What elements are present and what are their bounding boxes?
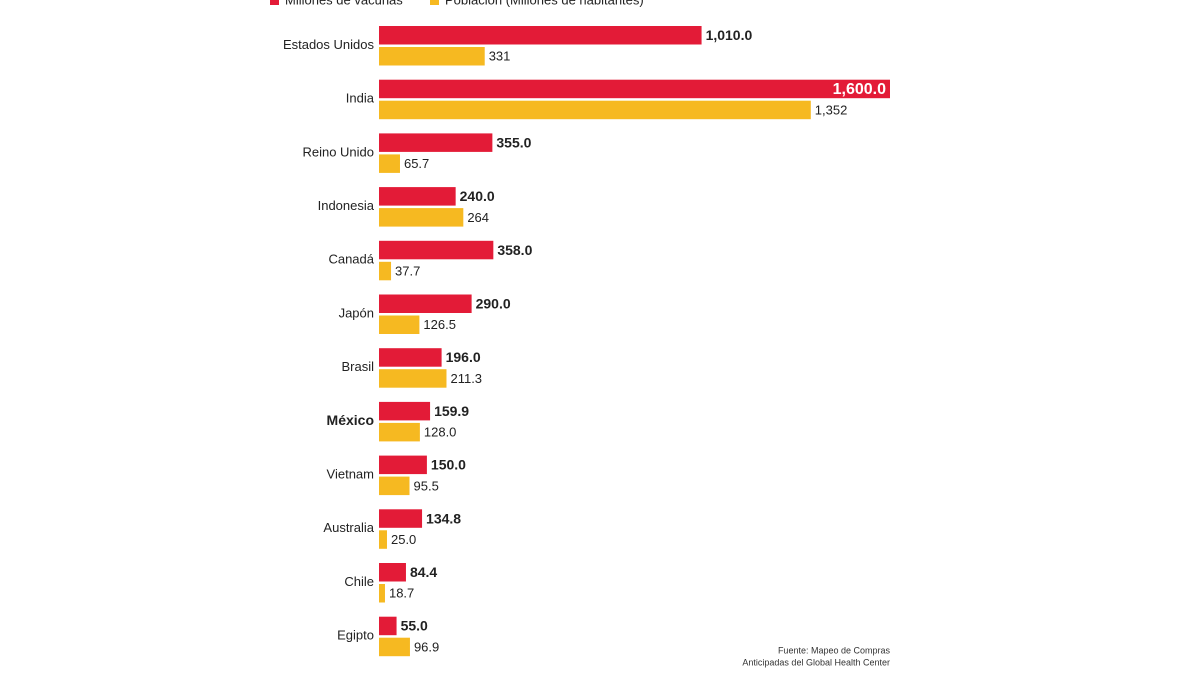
value-label: 331 (489, 49, 511, 64)
bar (379, 584, 385, 603)
bar (379, 348, 442, 367)
value-label: 134.8 (426, 510, 461, 526)
value-label: 1,352 (815, 102, 848, 117)
bar (379, 401, 431, 421)
legend-label: Millones de vacunas (285, 0, 403, 7)
value-label: 240.0 (460, 188, 495, 204)
category-label: Indonesia (318, 198, 375, 213)
category-label: Reino Unido (302, 144, 374, 159)
bar (379, 509, 423, 528)
source: Fuente: Mapeo de Compras (778, 645, 891, 655)
category-label: India (346, 91, 375, 106)
category-label: Egipto (337, 628, 374, 643)
value-label: 290.0 (476, 295, 511, 311)
value-label: 355.0 (496, 134, 531, 150)
bar (379, 133, 493, 152)
bar (379, 455, 427, 475)
category-label: México (327, 412, 374, 428)
category-label: Australia (323, 520, 374, 535)
bar (379, 294, 472, 313)
value-label: 55.0 (401, 618, 428, 634)
category-label: Chile (344, 574, 374, 589)
value-label: 211.3 (450, 371, 482, 386)
bar (379, 100, 811, 120)
value-label: 25.0 (391, 532, 416, 547)
bar (379, 476, 410, 496)
bar (379, 47, 485, 66)
bar (379, 79, 890, 99)
category-label: Estados Unidos (283, 37, 375, 52)
value-label: 84.4 (410, 564, 437, 580)
bar (379, 154, 400, 173)
bar (379, 563, 406, 582)
value-label: 18.7 (389, 586, 414, 601)
legend-swatch (270, 0, 279, 5)
category-label: Vietnam (327, 467, 374, 482)
legend-swatch (430, 0, 439, 5)
bar (379, 240, 494, 260)
value-label: 1,010.0 (706, 27, 753, 43)
category-label: Brasil (341, 359, 374, 374)
bar (379, 369, 447, 388)
value-label: 150.0 (431, 457, 466, 473)
value-label: 37.7 (395, 263, 420, 278)
source: Anticipadas del Global Health Center (742, 657, 890, 667)
bar (379, 422, 420, 442)
legend-label: Población (Millones de habitantes) (445, 0, 644, 7)
value-label: 196.0 (446, 349, 481, 365)
bar (379, 26, 702, 45)
value-label: 264 (467, 210, 489, 225)
bar (379, 616, 397, 636)
bar (379, 637, 410, 657)
bar (379, 530, 387, 549)
bar (379, 315, 420, 334)
value-label: 96.9 (414, 639, 439, 654)
value-label: 1,600.0 (833, 81, 886, 98)
bar (379, 187, 456, 206)
value-label: 95.5 (414, 478, 439, 493)
category-label: Japón (339, 305, 374, 320)
bar (379, 208, 464, 227)
value-label: 159.9 (434, 403, 469, 419)
value-label: 358.0 (497, 242, 532, 258)
category-label: Canadá (328, 252, 374, 267)
value-label: 126.5 (423, 317, 456, 332)
value-label: 128.0 (424, 425, 457, 440)
value-label: 65.7 (404, 156, 429, 171)
bar (379, 261, 392, 281)
